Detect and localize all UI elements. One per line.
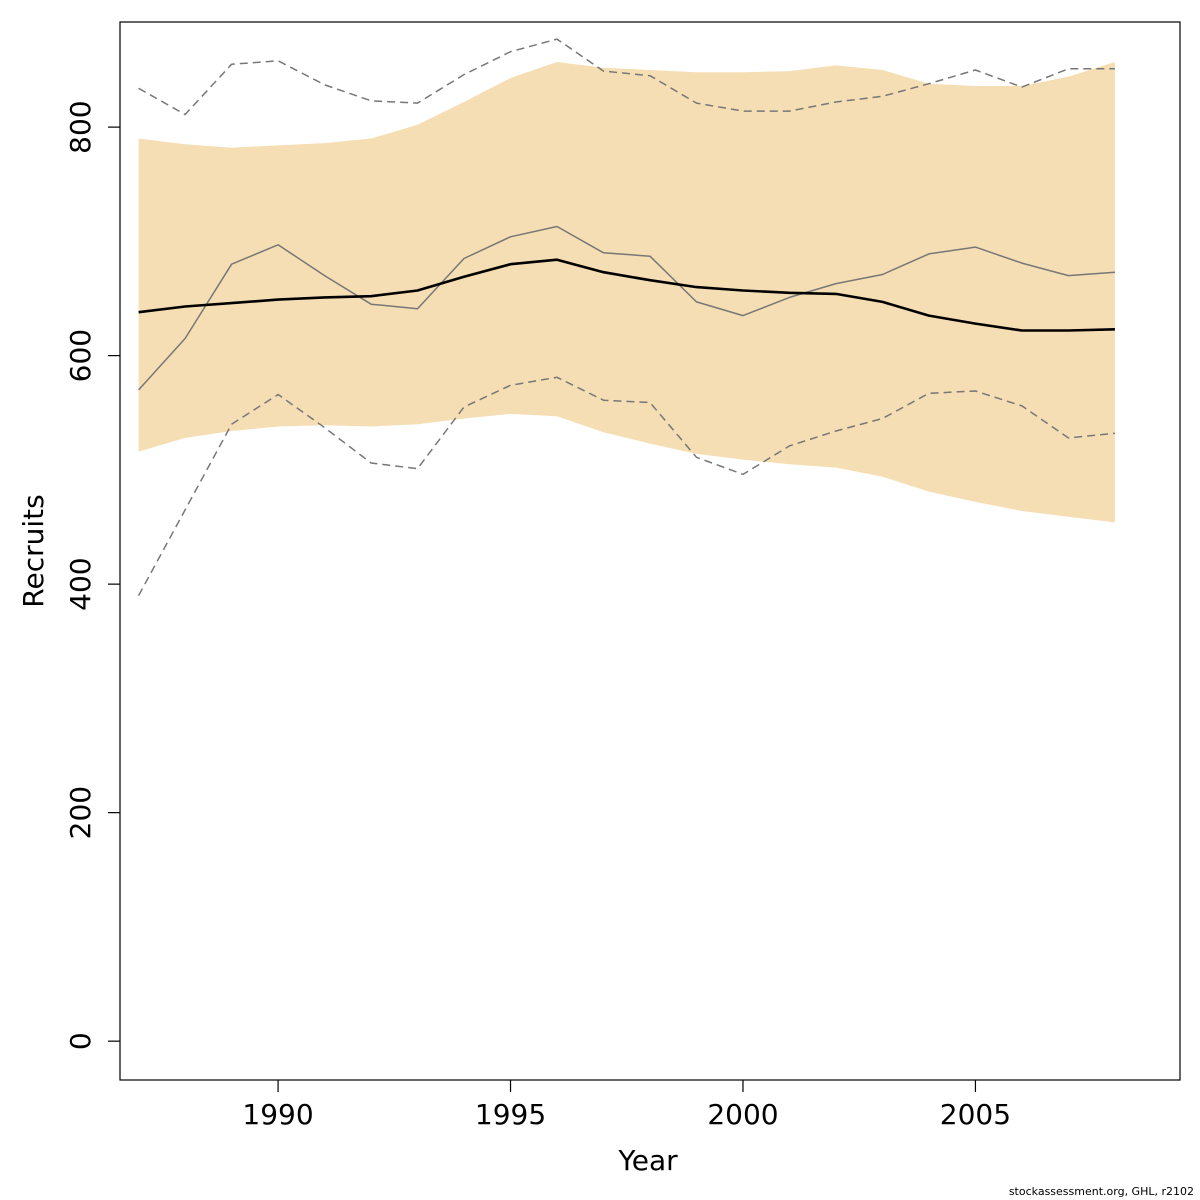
footer-credit: stockassessment.org, GHL, r2102: [1008, 1185, 1194, 1198]
dashed-bound-line-3: [137, 376, 1115, 596]
x-tick-label: 2005: [940, 1098, 1011, 1131]
plot-frame: [119, 21, 1181, 1081]
y-tick-label: 200: [64, 786, 97, 839]
y-axis-title: Recruits: [17, 494, 50, 607]
x-tick-label: 1995: [475, 1098, 546, 1131]
y-tick-label: 0: [64, 1032, 97, 1050]
y-tick-label: 800: [64, 100, 97, 153]
estimate-line: [138, 258, 1115, 332]
x-tick-label: 2000: [707, 1098, 778, 1131]
alternate-line: [138, 225, 1115, 391]
confidence-band-layer: [138, 62, 1115, 523]
y-axis: 0 200 400 600 800: [64, 100, 120, 1050]
y-tick-label: 600: [64, 329, 97, 382]
series-layer: [137, 38, 1115, 596]
x-axis-title: Year: [617, 1144, 678, 1177]
x-axis: 1990 1995 2000 2005: [242, 1080, 1011, 1131]
y-tick-label: 400: [64, 557, 97, 610]
dashed-bound-line-2: [138, 38, 1115, 116]
confidence-band: [138, 62, 1115, 523]
x-tick-label: 1990: [242, 1098, 313, 1131]
